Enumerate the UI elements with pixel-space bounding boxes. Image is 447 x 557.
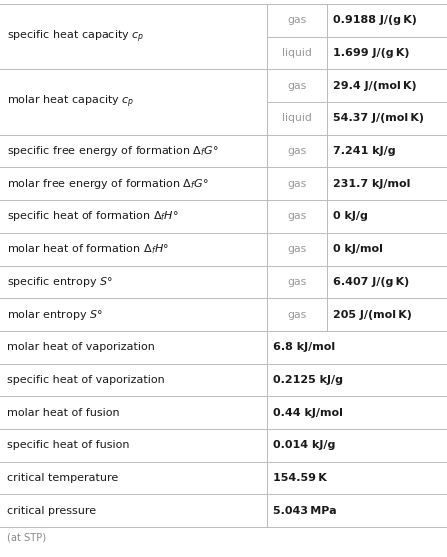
Text: 205 J/(mol K): 205 J/(mol K) [333,310,412,320]
Text: specific entropy $S°$: specific entropy $S°$ [7,275,113,289]
Text: 0 kJ/g: 0 kJ/g [333,212,367,222]
Text: specific heat of vaporization: specific heat of vaporization [7,375,165,385]
Text: 5.043 MPa: 5.043 MPa [273,506,337,516]
Text: 0.44 kJ/mol: 0.44 kJ/mol [273,408,343,418]
Text: gas: gas [287,179,307,189]
Text: gas: gas [287,81,307,91]
Text: molar heat capacity $c_p$: molar heat capacity $c_p$ [7,94,135,110]
Text: 0 kJ/mol: 0 kJ/mol [333,244,383,254]
Text: 29.4 J/(mol K): 29.4 J/(mol K) [333,81,417,91]
Text: specific heat capacity $c_p$: specific heat capacity $c_p$ [7,28,144,45]
Text: molar heat of vaporization: molar heat of vaporization [7,342,155,352]
Text: 6.8 kJ/mol: 6.8 kJ/mol [273,342,335,352]
Text: specific free energy of formation $\Delta_f G°$: specific free energy of formation $\Delt… [7,144,219,158]
Text: 6.407 J/(g K): 6.407 J/(g K) [333,277,409,287]
Text: critical pressure: critical pressure [7,506,96,516]
Text: 231.7 kJ/mol: 231.7 kJ/mol [333,179,410,189]
Text: gas: gas [287,310,307,320]
Text: gas: gas [287,16,307,26]
Text: gas: gas [287,146,307,156]
Text: specific heat of formation $\Delta_f H°$: specific heat of formation $\Delta_f H°$ [7,209,179,223]
Text: molar heat of fusion: molar heat of fusion [7,408,120,418]
Text: molar free energy of formation $\Delta_f G°$: molar free energy of formation $\Delta_f… [7,177,209,191]
Text: 54.37 J/(mol K): 54.37 J/(mol K) [333,114,424,124]
Text: 7.241 kJ/g: 7.241 kJ/g [333,146,396,156]
Text: 0.2125 kJ/g: 0.2125 kJ/g [273,375,343,385]
Text: specific heat of fusion: specific heat of fusion [7,440,130,450]
Text: liquid: liquid [282,48,312,58]
Text: critical temperature: critical temperature [7,473,118,483]
Text: (at STP): (at STP) [7,533,46,543]
Text: gas: gas [287,212,307,222]
Text: molar heat of formation $\Delta_f H°$: molar heat of formation $\Delta_f H°$ [7,242,169,256]
Text: liquid: liquid [282,114,312,124]
Text: gas: gas [287,244,307,254]
Text: 1.699 J/(g K): 1.699 J/(g K) [333,48,409,58]
Text: 154.59 K: 154.59 K [273,473,327,483]
Text: 0.014 kJ/g: 0.014 kJ/g [273,440,336,450]
Text: gas: gas [287,277,307,287]
Text: 0.9188 J/(g K): 0.9188 J/(g K) [333,16,417,26]
Text: molar entropy $S°$: molar entropy $S°$ [7,307,103,321]
